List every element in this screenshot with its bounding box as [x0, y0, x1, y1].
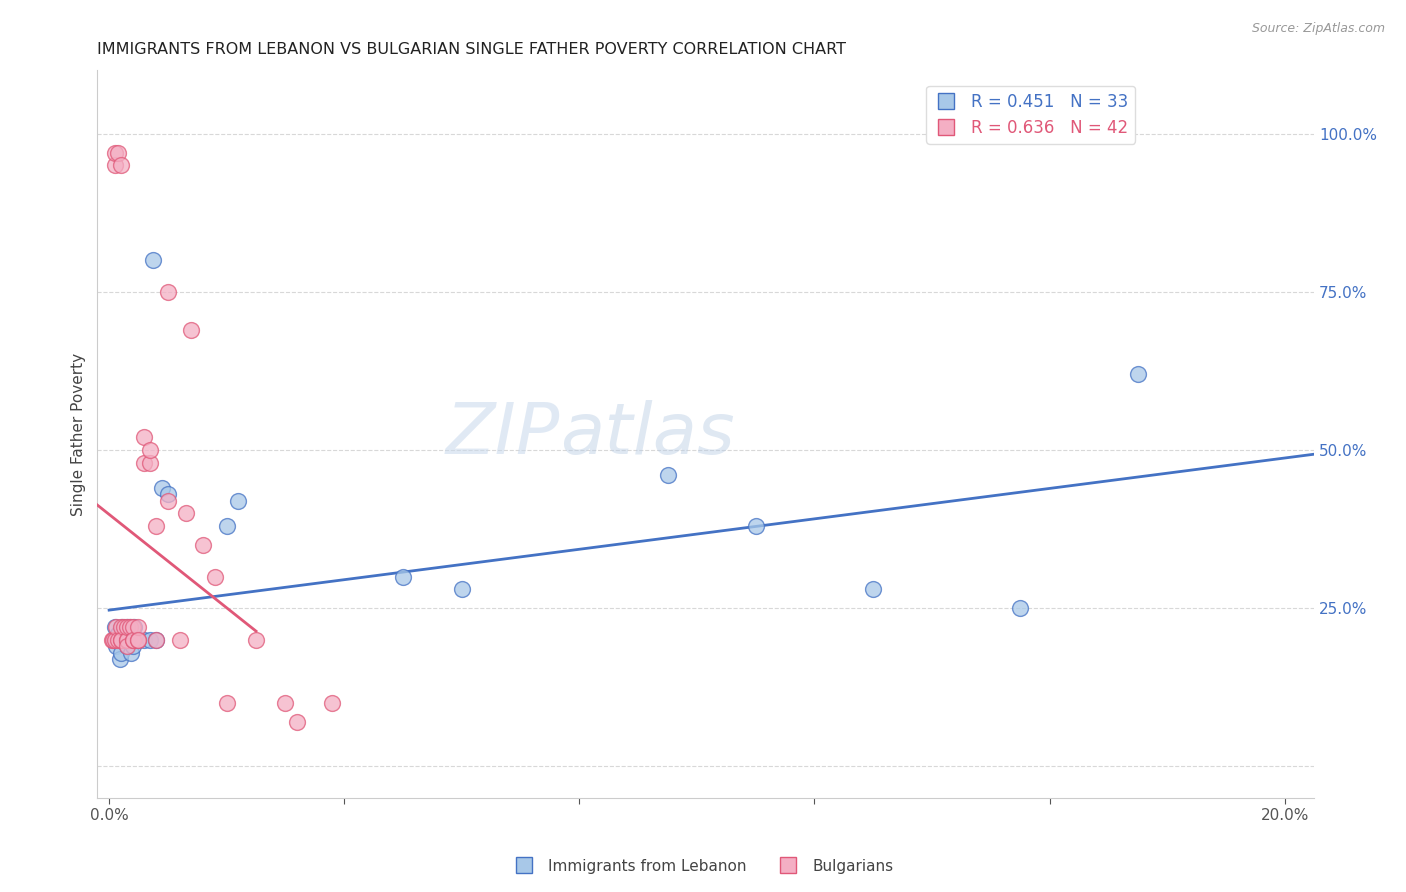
Point: [121, 632, 143, 647]
Point: [139, 443, 162, 458]
Point: [115, 639, 138, 653]
Point: [104, 158, 127, 172]
Text: ZIP: ZIP: [446, 400, 560, 468]
Text: atlas: atlas: [560, 400, 734, 468]
Point: [118, 620, 141, 634]
Point: [105, 639, 128, 653]
Point: [110, 632, 132, 647]
Point: [180, 323, 202, 337]
Point: [107, 632, 129, 647]
Point: [122, 620, 145, 634]
Point: [103, 632, 125, 647]
Point: [321, 696, 343, 710]
Point: [744, 519, 766, 533]
Point: [450, 582, 472, 597]
Point: [145, 632, 167, 647]
Legend: R = 0.451   N = 33, R = 0.636   N = 42: R = 0.451 N = 33, R = 0.636 N = 42: [927, 86, 1136, 144]
Point: [121, 639, 143, 653]
Point: [191, 538, 214, 552]
Point: [112, 620, 135, 634]
Point: [145, 519, 167, 533]
Point: [139, 456, 162, 470]
Point: [121, 632, 143, 647]
Point: [115, 632, 138, 647]
Point: [110, 632, 132, 647]
Point: [215, 696, 238, 710]
Point: [128, 620, 150, 634]
Legend: Immigrants from Lebanon, Bulgarians: Immigrants from Lebanon, Bulgarians: [506, 853, 900, 880]
Point: [156, 487, 179, 501]
Point: [115, 632, 138, 647]
Y-axis label: Single Father Poverty: Single Father Poverty: [72, 352, 86, 516]
Point: [104, 620, 127, 634]
Point: [108, 652, 131, 666]
Point: [215, 519, 238, 533]
Point: [862, 582, 884, 597]
Point: [156, 493, 179, 508]
Point: [1126, 367, 1149, 381]
Point: [1010, 601, 1032, 615]
Point: [657, 468, 679, 483]
Point: [285, 715, 308, 730]
Point: [128, 632, 150, 647]
Point: [121, 620, 143, 634]
Point: [134, 430, 156, 444]
Point: [115, 620, 138, 634]
Point: [110, 646, 132, 660]
Point: [118, 620, 141, 634]
Text: IMMIGRANTS FROM LEBANON VS BULGARIAN SINGLE FATHER POVERTY CORRELATION CHART: IMMIGRANTS FROM LEBANON VS BULGARIAN SIN…: [97, 42, 846, 57]
Point: [139, 632, 162, 647]
Point: [392, 569, 415, 583]
Point: [121, 632, 143, 647]
Point: [104, 632, 127, 647]
Point: [128, 632, 150, 647]
Point: [120, 646, 142, 660]
Point: [134, 632, 156, 647]
Point: [169, 632, 191, 647]
Point: [104, 145, 127, 160]
Point: [156, 285, 179, 299]
Point: [274, 696, 297, 710]
Point: [150, 481, 173, 495]
Point: [134, 456, 156, 470]
Point: [174, 506, 197, 520]
Point: [145, 632, 167, 647]
Text: Source: ZipAtlas.com: Source: ZipAtlas.com: [1251, 22, 1385, 36]
Point: [142, 253, 165, 268]
Point: [105, 620, 128, 634]
Point: [107, 145, 129, 160]
Point: [111, 620, 134, 634]
Point: [115, 632, 138, 647]
Point: [115, 639, 138, 653]
Point: [101, 632, 124, 647]
Point: [110, 620, 132, 634]
Point: [110, 158, 132, 172]
Point: [128, 632, 150, 647]
Point: [204, 569, 226, 583]
Point: [107, 626, 129, 640]
Point: [103, 632, 125, 647]
Point: [112, 632, 135, 647]
Point: [245, 632, 267, 647]
Point: [228, 493, 250, 508]
Point: [115, 620, 138, 634]
Point: [110, 632, 132, 647]
